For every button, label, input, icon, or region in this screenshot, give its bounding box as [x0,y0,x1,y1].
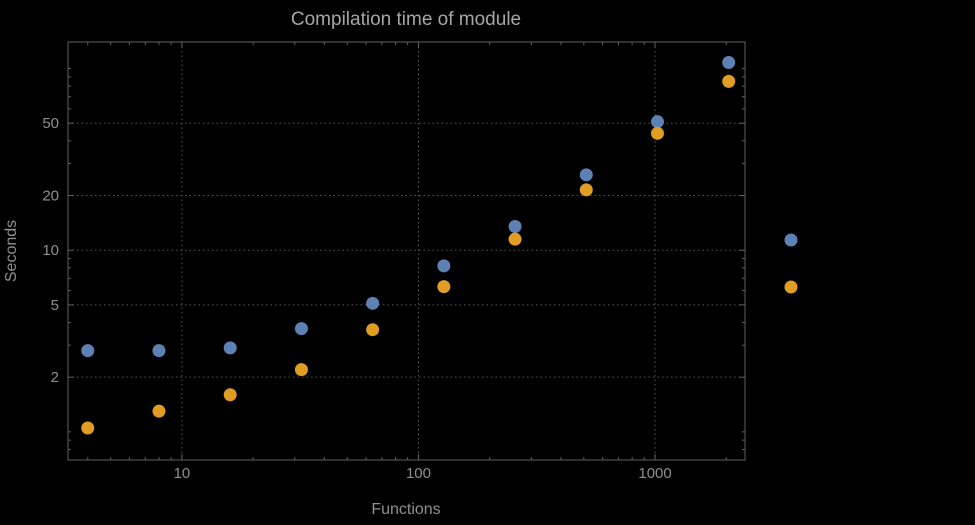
legend-markers [784,233,798,294]
data-point-series-blue [294,322,308,336]
plot-frame [67,41,746,461]
y-tick-label: 10 [42,242,59,259]
data-point-series-blue [579,168,593,182]
legend-marker-series-orange [784,280,798,294]
data-point-series-blue [650,115,664,129]
y-tick-label: 50 [42,115,59,132]
data-point-series-blue [81,344,95,358]
data-point-series-blue [366,296,380,310]
data-point-series-orange [508,232,522,246]
data-point-series-orange [294,363,308,377]
x-axis-label: Functions [371,501,440,518]
data-point-series-blue [508,220,522,234]
data-point-series-orange [152,404,166,418]
data-point-series-orange [81,421,95,435]
data-point-series-orange [223,388,237,402]
data-points [81,55,736,435]
x-tick-label: 10 [174,465,191,482]
data-point-series-orange [722,74,736,88]
axis-ticks [68,42,745,461]
chart-title: Compilation time of module [291,9,521,30]
y-tick-label: 20 [42,188,59,205]
data-point-series-blue [223,341,237,355]
y-axis-label: Seconds [3,220,20,282]
data-point-series-blue [722,55,736,69]
gridlines [68,42,745,460]
data-point-series-orange [650,126,664,140]
legend-marker-series-blue [784,233,798,247]
data-point-series-orange [579,183,593,197]
x-tick-label: 100 [406,465,431,482]
data-point-series-blue [152,344,166,358]
data-point-series-blue [437,259,451,273]
y-tick-label: 2 [51,369,59,386]
data-point-series-orange [366,323,380,337]
tick-labels: 10 100 1000 2 5 10 20 50 [42,115,671,482]
data-point-series-orange [437,280,451,294]
x-tick-label: 1000 [638,465,671,482]
y-tick-label: 5 [51,297,59,314]
